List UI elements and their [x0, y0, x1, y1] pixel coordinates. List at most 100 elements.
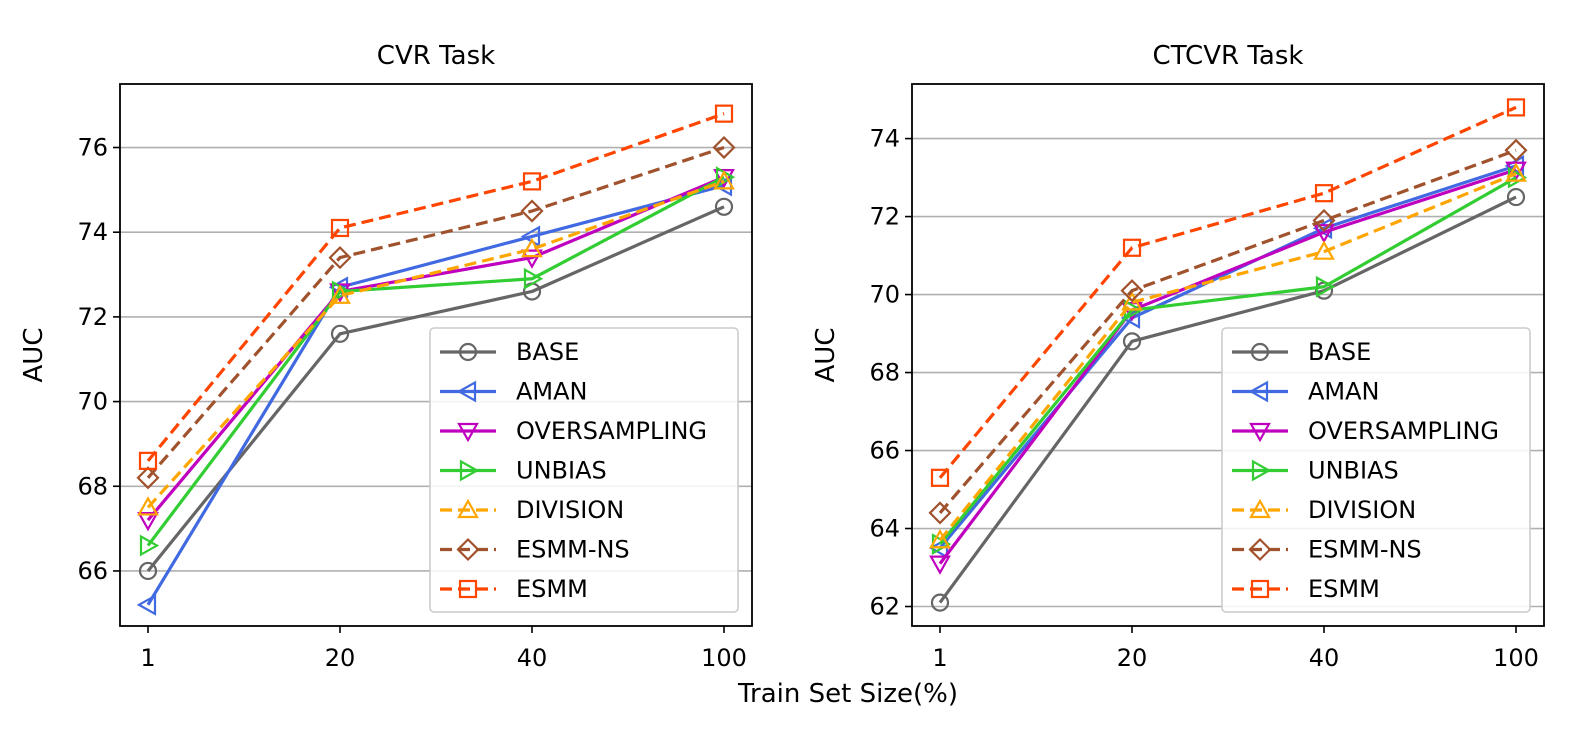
- cvr-legend-marker-esmm: [458, 579, 478, 599]
- cvr-point-unbias-40: [523, 267, 544, 290]
- cvr-legend-label-base: BASE: [516, 338, 579, 366]
- cvr-point-base-100: [714, 197, 734, 216]
- cvr-line-base: [146, 205, 725, 572]
- ctcvr-point-base-20: [1122, 332, 1142, 351]
- ctcvr-line-oversampling: [938, 168, 1517, 565]
- cvr-legend-entry-base: BASE: [440, 338, 579, 366]
- ctcvr-legend-marker-unbias: [1251, 459, 1272, 482]
- cvr-series-esmm-ns: [136, 135, 736, 490]
- ctcvr-ytick-label-74: 74: [869, 125, 900, 153]
- ctcvr-ytick-label-72: 72: [869, 203, 900, 231]
- cvr-legend-label-aman: AMAN: [516, 378, 588, 406]
- cvr-point-division-20: [329, 284, 351, 304]
- ctcvr-legend-marker-division: [1249, 498, 1271, 519]
- cvr-point-esmm-ns-20: [328, 246, 352, 270]
- cvr-legend-marker-esmm-ns: [456, 537, 480, 562]
- ctcvr-ytick-label-70: 70: [869, 281, 900, 309]
- ctcvr-series-division: [929, 162, 1527, 549]
- ctcvr-ytick-label-68: 68: [869, 359, 900, 387]
- ctcvr-legend-label-esmm: ESMM: [1308, 575, 1380, 603]
- ctcvr-legend-entry-unbias: UNBIAS: [1232, 457, 1399, 485]
- ctcvr-legend-label-base: BASE: [1308, 338, 1371, 366]
- shared-x-axis-label: Train Set Size(%): [737, 679, 958, 709]
- ctcvr-chart-panel: 62 64 66 68 70 72 74 1 20 40 100 CTCVR Task AUC BASE A…: [811, 41, 1545, 672]
- ctcvr-legend-label-unbias: UNBIAS: [1308, 457, 1399, 485]
- ctcvr-point-base-1: [930, 593, 950, 612]
- ctcvr-series-esmm: [930, 98, 1526, 487]
- cvr-xtick-label-40: 40: [517, 644, 548, 672]
- ctcvr-point-esmm-ns-1: [928, 501, 952, 525]
- ctcvr-line-division: [938, 172, 1517, 542]
- cvr-legend-marker-base: [458, 342, 478, 362]
- ctcvr-legend-marker-oversampling: [1249, 422, 1271, 443]
- cvr-point-esmm-ns-100: [712, 135, 736, 160]
- cvr-line-unbias: [146, 175, 725, 547]
- cvr-legend-label-division: DIVISION: [516, 496, 624, 524]
- ctcvr-legend-marker-aman: [1248, 380, 1269, 403]
- ctcvr-series-esmm-ns: [928, 138, 1528, 525]
- cvr-legend-entry-esmm-ns: ESMM-NS: [440, 536, 630, 564]
- cvr-series-esmm: [138, 104, 734, 470]
- cvr-ytick-label-76: 76: [77, 134, 108, 162]
- cvr-point-base-1: [138, 561, 158, 581]
- cvr-line-esmm: [146, 112, 725, 462]
- ctcvr-xtick-label-100: 100: [1493, 644, 1539, 672]
- cvr-ytick-label-74: 74: [77, 218, 108, 246]
- ctcvr-line-unbias: [938, 176, 1517, 546]
- cvr-legend-box: [429, 327, 739, 613]
- ctcvr-xtick-label-1: 1: [932, 644, 947, 672]
- ctcvr-point-oversampling-1: [929, 555, 951, 575]
- ctcvr-point-division-100: [1505, 162, 1527, 182]
- ctcvr-legend: BASE AMAN OVERSAMPLING UNBIAS DIVISION ESMM-N…: [1221, 327, 1531, 613]
- cvr-line-division: [146, 179, 725, 509]
- ctcvr-legend-entry-aman: AMAN: [1232, 378, 1380, 406]
- ctcvr-point-esmm-ns-20: [1120, 279, 1144, 303]
- ctcvr-point-esmm-ns-100: [1504, 138, 1528, 162]
- cvr-legend-label-unbias: UNBIAS: [516, 457, 607, 485]
- cvr-xtick-label-1: 1: [140, 644, 155, 672]
- ctcvr-legend-entry-oversampling: OVERSAMPLING: [1232, 417, 1499, 445]
- cvr-series-base: [138, 197, 734, 581]
- ctcvr-point-division-40: [1313, 240, 1335, 260]
- ctcvr-axes-frame: [911, 83, 1545, 627]
- cvr-point-unbias-1: [139, 534, 160, 557]
- ctcvr-ytick-label-64: 64: [869, 515, 900, 543]
- cvr-chart-title: CVR Task: [377, 41, 495, 71]
- cvr-xtick-label-20: 20: [325, 644, 356, 672]
- cvr-legend-label-esmm: ESMM: [516, 575, 588, 603]
- ctcvr-line-aman: [938, 164, 1517, 550]
- ctcvr-point-esmm-1: [930, 468, 950, 487]
- ctcvr-ytick-label-62: 62: [869, 593, 900, 621]
- cvr-legend-entry-aman: AMAN: [440, 378, 588, 406]
- cvr-point-base-20: [330, 324, 350, 343]
- cvr-legend-marker-oversampling: [457, 422, 479, 443]
- ctcvr-legend-label-division: DIVISION: [1308, 496, 1416, 524]
- cvr-ytick-label-72: 72: [77, 303, 108, 331]
- cvr-point-division-40: [521, 237, 543, 258]
- cvr-legend: BASE AMAN OVERSAMPLING UNBIAS DIVISION ESMM-N…: [429, 327, 739, 613]
- cvr-point-oversampling-40: [521, 249, 543, 269]
- ctcvr-legend-box: [1221, 327, 1531, 613]
- cvr-chart-panel: 66 68 70 72 74 76 1 20 40 100 CVR Task AUC BASE AMAN O…: [19, 41, 753, 672]
- cvr-point-esmm-20: [330, 218, 350, 238]
- cvr-line-esmm-ns: [146, 145, 725, 479]
- ctcvr-point-esmm-40: [1314, 184, 1334, 203]
- ctcvr-legend-entry-esmm: ESMM: [1232, 575, 1380, 603]
- cvr-ytick-label-68: 68: [77, 472, 108, 500]
- cvr-point-division-1: [137, 496, 159, 516]
- ctcvr-point-unbias-40: [1315, 275, 1336, 298]
- ctcvr-legend-entry-esmm-ns: ESMM-NS: [1232, 536, 1422, 564]
- ctcvr-point-esmm-20: [1122, 238, 1142, 257]
- ctcvr-line-base: [938, 195, 1517, 604]
- cvr-point-esmm-ns-40: [520, 199, 544, 223]
- ctcvr-legend-label-esmm-ns: ESMM-NS: [1308, 536, 1422, 564]
- ctcvr-point-division-1: [929, 528, 951, 549]
- ctcvr-line-esmm: [938, 105, 1517, 479]
- ctcvr-point-esmm-ns-40: [1312, 208, 1336, 233]
- cvr-line-aman: [146, 184, 725, 606]
- ctcvr-y-axis-label: AUC: [811, 328, 841, 383]
- cvr-y-axis-label: AUC: [19, 328, 49, 383]
- cvr-point-esmm-40: [522, 172, 542, 191]
- cvr-legend-label-esmm-ns: ESMM-NS: [516, 536, 630, 564]
